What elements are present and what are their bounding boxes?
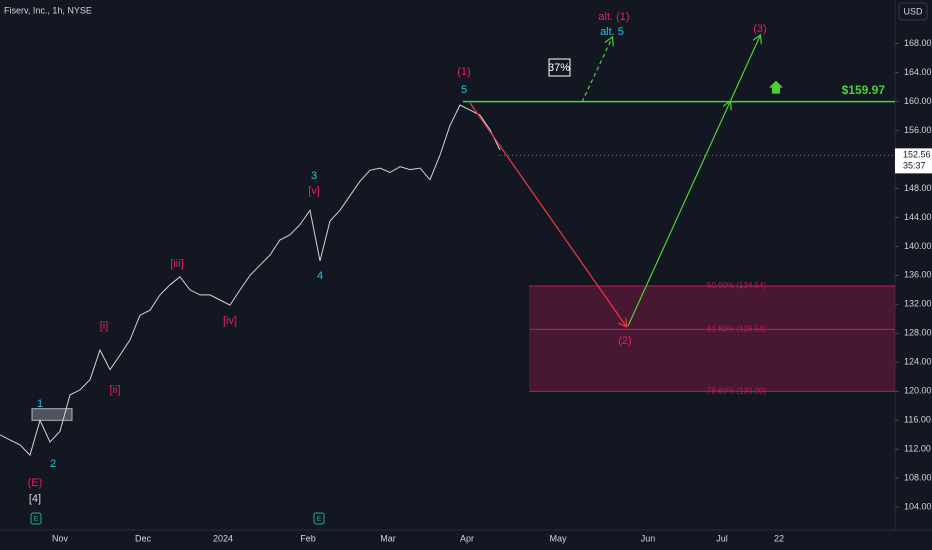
earnings-icon[interactable]	[313, 512, 325, 525]
x-tick-label: 22	[774, 533, 784, 543]
y-tick-label: 124.00	[904, 357, 932, 367]
wave-label: [v]	[308, 185, 320, 197]
countdown: 35:37	[903, 161, 926, 171]
y-tick-label: 104.00	[904, 502, 932, 512]
chart-title: Fiserv, Inc., 1h, NYSE	[4, 5, 92, 15]
up-arrow-1	[627, 102, 730, 327]
target-label: $159.97	[842, 83, 886, 97]
wave-label: (1)	[457, 66, 470, 78]
last-price-label: 152.56	[903, 150, 931, 160]
y-tick-label: 120.00	[904, 386, 932, 396]
x-tick-label: Dec	[135, 533, 152, 543]
x-tick-label: Mar	[380, 533, 396, 543]
y-tick-label: 148.00	[904, 183, 932, 193]
x-tick-label: 2024	[213, 533, 233, 543]
wave-label: [iii]	[170, 258, 183, 270]
x-tick-label: Nov	[52, 533, 69, 543]
x-tick-label: Feb	[300, 533, 316, 543]
y-tick-label: 136.00	[904, 270, 932, 280]
percent-box	[548, 58, 571, 77]
y-tick-label: 160.00	[904, 96, 932, 106]
fib-label: 61.80% (128.54)	[707, 325, 766, 334]
fib-label: 78.60% (120.00)	[707, 386, 766, 395]
wave-label: alt. 5	[600, 26, 624, 38]
wave-label: [i]	[100, 320, 109, 332]
y-tick-label: 144.00	[904, 212, 932, 222]
wave-label: alt. (1)	[598, 11, 629, 23]
y-tick-label: 168.00	[904, 38, 932, 48]
y-tick-label: 164.00	[904, 67, 932, 77]
earnings-letter: E	[34, 516, 39, 523]
fib-zone	[529, 285, 895, 392]
currency-box[interactable]	[898, 2, 928, 21]
alt-arrow	[581, 38, 612, 103]
wave-label: 4	[317, 270, 323, 282]
wave-label: (3)	[753, 23, 766, 35]
y-tick-label: 132.00	[904, 299, 932, 309]
x-tick-label: Apr	[460, 533, 474, 543]
wave-label: [4]	[29, 493, 41, 505]
x-tick-label: Jun	[641, 533, 656, 543]
y-tick-label: 112.00	[904, 444, 931, 454]
fib-label: 50.00% (134.54)	[707, 281, 766, 290]
y-tick-label: 116.00	[904, 415, 931, 425]
wave-label: 2	[50, 458, 56, 470]
up-arrow-2	[729, 36, 760, 103]
price-line	[0, 104, 501, 457]
earnings-letter: E	[317, 516, 322, 523]
wave-label: 37%	[548, 62, 570, 74]
earnings-icon[interactable]	[30, 512, 42, 525]
target-arrow	[769, 80, 783, 94]
y-tick-label: 108.00	[904, 473, 932, 483]
wave-label: 5	[461, 84, 467, 96]
down-arrow	[469, 102, 626, 326]
x-tick-label: May	[549, 533, 567, 543]
wave-label: 1	[37, 398, 43, 410]
wave-label: 3	[311, 170, 317, 182]
y-tick-label: 128.00	[904, 328, 932, 338]
consolidation-box	[31, 408, 73, 421]
x-tick-label: Jul	[716, 533, 728, 543]
wave-label: [iv]	[223, 315, 237, 327]
y-tick-label: 156.00	[904, 125, 932, 135]
wave-label: [ii]	[110, 384, 121, 396]
last-price-box	[895, 148, 932, 174]
wave-label: (2)	[618, 335, 631, 347]
currency: USD	[903, 6, 923, 16]
y-tick-label: 140.00	[904, 241, 932, 251]
wave-label: (E)	[28, 477, 43, 489]
